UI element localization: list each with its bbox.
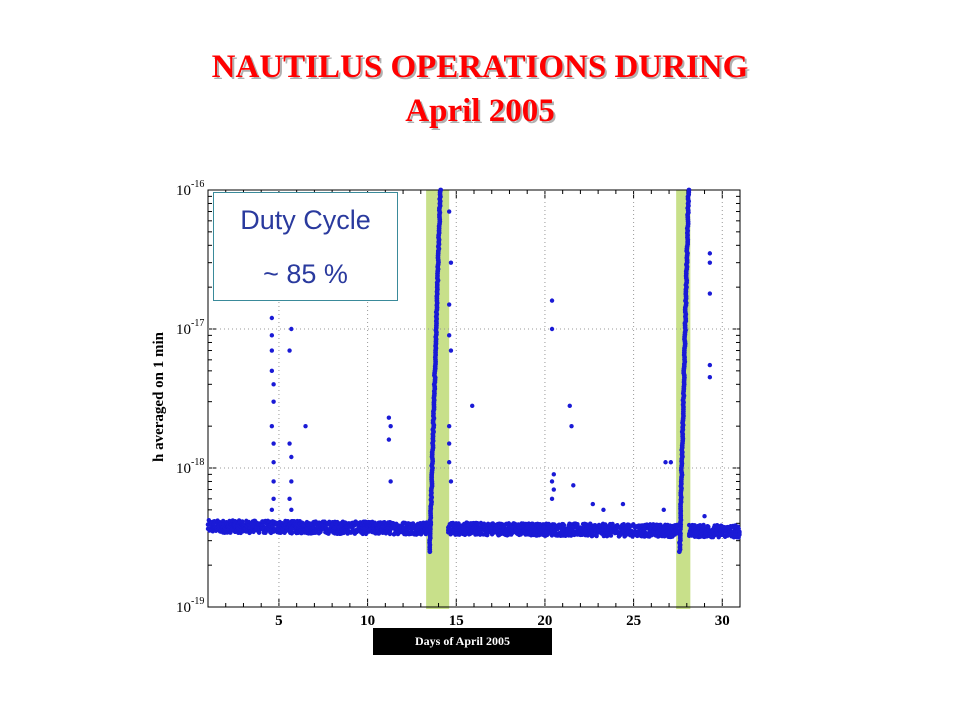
x-tick-label: 30 — [715, 613, 730, 629]
data-point — [549, 298, 555, 303]
highlight-bands — [426, 190, 691, 609]
slide-title-line1: NAUTILUS OPERATIONS DURING — [211, 49, 749, 85]
data-point — [601, 507, 606, 513]
y-axis-label: h averaged on 1 min — [151, 331, 167, 462]
data-point — [663, 460, 668, 465]
y-tick-labels: 10-16 10-17 10-18 10-19 — [176, 179, 204, 616]
data-point — [269, 507, 275, 513]
data-point — [567, 403, 572, 409]
data-point — [569, 423, 574, 429]
data-point — [448, 348, 454, 353]
data-point — [448, 479, 454, 484]
data-point — [271, 460, 276, 465]
data-point — [269, 333, 275, 338]
data-point — [590, 501, 596, 507]
data-point — [287, 348, 292, 353]
data-point — [386, 415, 392, 420]
data-point — [289, 326, 294, 332]
data-point — [456, 521, 461, 526]
data-point — [269, 423, 275, 429]
data-point — [446, 460, 452, 465]
data-point — [668, 460, 674, 465]
slide-title-line2: April 2005 — [405, 93, 555, 129]
data-point — [737, 529, 742, 534]
data-point — [661, 507, 666, 513]
data-point — [702, 514, 707, 519]
data-point — [590, 533, 595, 538]
data-point — [475, 521, 480, 526]
data-point — [686, 187, 692, 193]
data-point — [287, 441, 292, 446]
data-point — [446, 441, 452, 446]
data-point — [289, 507, 294, 513]
data-point — [549, 326, 555, 332]
data-point — [551, 472, 556, 477]
data-point — [620, 501, 626, 507]
data-point — [271, 399, 276, 404]
data-point — [387, 531, 393, 537]
data-point — [388, 423, 393, 429]
data-point — [446, 209, 452, 214]
data-point — [271, 479, 276, 484]
x-axis-label: Days of April 2005 — [373, 628, 552, 655]
y-tick-label: 10-17 — [176, 318, 204, 338]
data-point — [737, 532, 742, 537]
data-point — [549, 479, 555, 484]
x-tick-label: 20 — [537, 613, 552, 629]
data-point — [271, 441, 276, 446]
data-point — [707, 260, 713, 265]
data-point — [701, 522, 706, 528]
data-point — [707, 362, 713, 368]
data-point — [608, 533, 614, 538]
gridlines — [208, 190, 740, 607]
data-point — [289, 454, 294, 460]
data-point — [448, 260, 454, 265]
data-point — [271, 382, 276, 387]
data-point — [707, 251, 713, 256]
data-point — [470, 403, 475, 409]
duty-cycle-label: Duty Cycle — [240, 205, 371, 235]
data-point — [706, 524, 711, 529]
data-point — [269, 368, 275, 374]
data-point — [289, 529, 294, 535]
data-point — [438, 187, 444, 193]
data-point — [446, 302, 452, 307]
x-tick-label: 15 — [449, 613, 464, 629]
duty-cycle-value: ~ 85 % — [263, 259, 348, 289]
data-point — [446, 333, 452, 338]
data-point — [228, 530, 233, 535]
data-point — [571, 483, 576, 488]
data-point — [549, 496, 555, 502]
data-point — [271, 496, 276, 502]
y-tick-label: 10-18 — [176, 457, 204, 477]
x-tick-labels: 5 10 15 20 25 30 — [275, 613, 730, 629]
y-tick-label: 10-16 — [176, 179, 204, 199]
x-tick-label: 10 — [360, 613, 375, 629]
data-point — [551, 487, 556, 492]
data-point — [269, 348, 275, 353]
x-tick-label: 25 — [626, 613, 641, 629]
data-point — [388, 479, 393, 484]
y-tick-label: 10-19 — [176, 596, 204, 616]
data-point — [289, 479, 294, 484]
data-point — [287, 496, 292, 502]
duty-cycle-annotation: Duty Cycle ~ 85 % — [213, 192, 398, 301]
x-tick-label: 5 — [275, 613, 283, 629]
data-point — [707, 375, 713, 380]
data-point — [575, 522, 580, 527]
data-point — [446, 423, 452, 429]
data-point — [303, 423, 308, 429]
data-point — [707, 291, 713, 296]
data-point — [386, 437, 392, 442]
data-point — [269, 315, 275, 321]
